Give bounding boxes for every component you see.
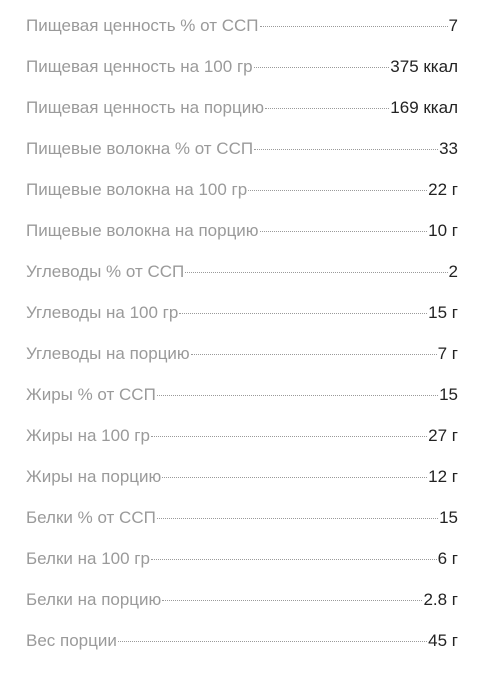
dotted-leader bbox=[179, 313, 428, 314]
nutrition-value: 27 г bbox=[428, 426, 458, 445]
nutrition-row: Пищевые волокна на порцию 10 г bbox=[26, 214, 458, 255]
dotted-leader bbox=[185, 272, 448, 273]
nutrition-label: Жиры на порцию bbox=[26, 467, 162, 486]
nutrition-label: Белки на 100 гр bbox=[26, 549, 150, 568]
nutrition-row: Жиры на 100 гр 27 г bbox=[26, 419, 458, 460]
dotted-leader bbox=[248, 190, 428, 191]
nutrition-value: 10 г bbox=[428, 221, 458, 240]
dotted-leader bbox=[117, 641, 428, 642]
dotted-leader bbox=[162, 477, 428, 478]
nutrition-value: 15 bbox=[439, 508, 458, 527]
dotted-leader bbox=[150, 436, 428, 437]
nutrition-value: 33 bbox=[439, 139, 458, 158]
nutrition-value: 15 г bbox=[428, 303, 458, 322]
nutrition-label: Жиры % от ССП bbox=[26, 385, 156, 404]
nutrition-value: 169 ккал bbox=[390, 98, 458, 117]
dotted-leader bbox=[190, 354, 437, 355]
nutrition-label: Пищевые волокна на 100 гр bbox=[26, 180, 248, 199]
nutrition-row: Углеводы % от ССП 2 bbox=[26, 255, 458, 296]
nutrition-list: Пищевая ценность % от ССП 7 Пищевая ценн… bbox=[26, 9, 458, 665]
nutrition-row: Пищевые волокна % от ССП 33 bbox=[26, 132, 458, 173]
nutrition-row: Углеводы на 100 гр 15 г bbox=[26, 296, 458, 337]
nutrition-value: 2.8 г bbox=[423, 590, 458, 609]
dotted-leader bbox=[150, 559, 437, 560]
nutrition-value: 22 г bbox=[428, 180, 458, 199]
nutrition-label: Углеводы на 100 гр bbox=[26, 303, 179, 322]
nutrition-value: 12 г bbox=[428, 467, 458, 486]
nutrition-label: Пищевая ценность на порцию bbox=[26, 98, 264, 117]
nutrition-value: 6 г bbox=[437, 549, 458, 568]
nutrition-label: Пищевая ценность на 100 гр bbox=[26, 57, 253, 76]
nutrition-row: Белки на 100 гр 6 г bbox=[26, 542, 458, 583]
dotted-leader bbox=[156, 518, 439, 519]
dotted-leader bbox=[156, 395, 439, 396]
nutrition-row: Пищевая ценность на 100 гр 375 ккал bbox=[26, 50, 458, 91]
nutrition-label: Вес порции bbox=[26, 631, 117, 650]
nutrition-value: 375 ккал bbox=[390, 57, 458, 76]
nutrition-row: Белки на порцию 2.8 г bbox=[26, 583, 458, 624]
nutrition-label: Углеводы на порцию bbox=[26, 344, 190, 363]
nutrition-label: Пищевая ценность % от ССП bbox=[26, 16, 259, 35]
nutrition-row: Пищевые волокна на 100 гр 22 г bbox=[26, 173, 458, 214]
nutrition-label: Жиры на 100 гр bbox=[26, 426, 150, 445]
nutrition-value: 15 bbox=[439, 385, 458, 404]
nutrition-label: Пищевые волокна на порцию bbox=[26, 221, 259, 240]
nutrition-value: 7 bbox=[448, 16, 458, 35]
nutrition-value: 45 г bbox=[428, 631, 458, 650]
nutrition-row: Пищевая ценность % от ССП 7 bbox=[26, 9, 458, 50]
dotted-leader bbox=[264, 108, 390, 109]
dotted-leader bbox=[254, 149, 439, 150]
dotted-leader bbox=[259, 26, 448, 27]
nutrition-row: Жиры на порцию 12 г bbox=[26, 460, 458, 501]
nutrition-value: 2 bbox=[448, 262, 458, 281]
dotted-leader bbox=[162, 600, 423, 601]
nutrition-value: 7 г bbox=[437, 344, 458, 363]
nutrition-row: Вес порции 45 г bbox=[26, 624, 458, 665]
nutrition-row: Пищевая ценность на порцию 169 ккал bbox=[26, 91, 458, 132]
nutrition-label: Углеводы % от ССП bbox=[26, 262, 185, 281]
dotted-leader bbox=[253, 67, 390, 68]
nutrition-label: Белки на порцию bbox=[26, 590, 162, 609]
dotted-leader bbox=[259, 231, 428, 232]
nutrition-row: Жиры % от ССП 15 bbox=[26, 378, 458, 419]
nutrition-label: Белки % от ССП bbox=[26, 508, 156, 527]
nutrition-row: Белки % от ССП 15 bbox=[26, 501, 458, 542]
nutrition-label: Пищевые волокна % от ССП bbox=[26, 139, 254, 158]
nutrition-row: Углеводы на порцию 7 г bbox=[26, 337, 458, 378]
